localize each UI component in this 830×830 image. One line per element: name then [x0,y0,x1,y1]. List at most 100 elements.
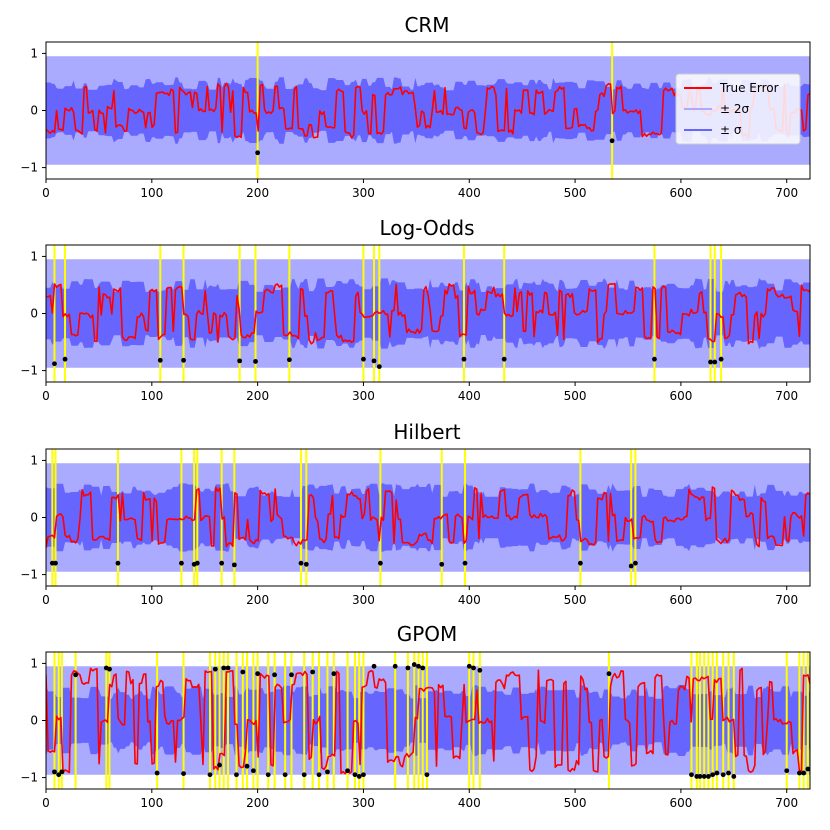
x-tick-label: 400 [458,593,481,607]
x-tick-label: 600 [669,389,692,403]
chart-log-odds: 0 100 200 300 400 500 600 700 1 0 −1 Log-Odds [20,216,811,403]
point-marker [706,774,711,779]
x-tick-label: 0 [42,389,50,403]
point-marker [652,356,657,362]
x-tick-label: 300 [352,389,375,403]
legend-label-2sigma: ± 2σ [720,102,750,116]
legend-box [675,73,801,145]
point-marker [420,665,426,671]
point-marker [392,663,398,669]
point-marker [708,359,713,365]
point-marker [805,766,810,772]
point-marker [633,560,638,566]
point-marker [56,772,62,778]
x-tick-label: 100 [140,796,163,810]
point-marker [784,768,790,774]
band-sigma [46,483,810,552]
point-marker [73,672,79,678]
plot-area-log-odds: 0 100 200 300 400 500 600 700 1 0 −1 [20,244,811,403]
point-marker [411,662,417,667]
x-tick-label: 200 [246,796,269,810]
legend-label-true-error: True Error [719,81,779,95]
point-marker [115,560,121,566]
point-marker [697,774,703,779]
y-tick-label: −1 [20,771,38,785]
chart-gpom: 0 100 200 300 400 500 600 700 1 0 −1 GPOM [20,622,811,810]
point-marker [244,763,250,769]
point-marker [361,356,366,362]
point-marker [377,560,383,566]
x-tick-label: 700 [775,186,798,200]
x-tick-label: 700 [775,796,798,810]
point-marker [225,665,231,671]
point-marker [471,665,476,671]
point-marker [424,772,430,778]
point-marker [689,772,694,778]
plot-content [46,42,810,179]
y-tick-label: 1 [30,249,38,263]
point-marker [609,138,615,144]
point-marker [361,772,366,778]
point-marker [301,772,307,778]
point-marker [439,561,445,567]
x-tick-label: 400 [458,389,481,403]
point-marker [107,666,112,672]
true-error-line [46,667,810,775]
point-marker [712,359,718,365]
point-marker [289,672,294,678]
point-marker [376,364,382,369]
x-tick-label: 600 [669,593,692,607]
point-marker [181,771,186,776]
x-tick-label: 300 [352,593,375,607]
x-tick-label: 200 [246,593,269,607]
point-marker [371,663,377,669]
point-marker [219,560,225,566]
true-error-line [46,282,810,345]
x-tick-label: 0 [42,186,50,200]
point-marker [577,560,583,566]
plot-area-hilbert: 0 100 200 300 400 500 600 700 1 0 −1 [20,448,811,607]
point-marker [181,357,186,363]
x-tick-label: 500 [564,593,587,607]
point-marker [255,150,261,156]
x-tick-label: 500 [564,389,587,403]
x-tick-label: 100 [140,593,163,607]
point-marker [157,357,163,363]
x-tick-label: 200 [246,186,269,200]
point-marker [255,671,261,677]
point-marker [726,770,731,776]
y-tick-label: 1 [30,453,38,467]
chart-title-hilbert: Hilbert [393,420,460,444]
point-marker [325,769,330,775]
y-tick-label: 0 [30,714,38,728]
point-marker [628,563,634,569]
x-tick-label: 700 [775,389,798,403]
point-marker [207,772,213,778]
point-marker [265,772,271,778]
point-marker [352,772,358,778]
x-tick-label: 700 [775,593,798,607]
point-marker [720,772,726,778]
point-marker [310,669,316,675]
point-marker [53,560,58,566]
point-marker [501,356,507,362]
point-marker [217,762,222,768]
point-marker [62,356,68,362]
chart-title-crm: CRM [404,13,449,37]
point-marker [212,666,218,672]
point-marker [240,669,246,675]
point-marker [237,358,243,364]
point-marker [231,562,237,568]
y-tick-label: 0 [30,307,38,321]
point-marker [405,665,411,671]
plot-content [46,245,810,382]
x-tick-label: 0 [42,593,50,607]
point-marker [477,667,483,673]
point-marker [52,769,57,775]
x-tick-label: 400 [458,796,481,810]
y-tick-label: 0 [30,104,38,118]
point-marker [710,772,716,778]
band-sigma [46,77,810,144]
x-tick-label: 500 [564,186,587,200]
